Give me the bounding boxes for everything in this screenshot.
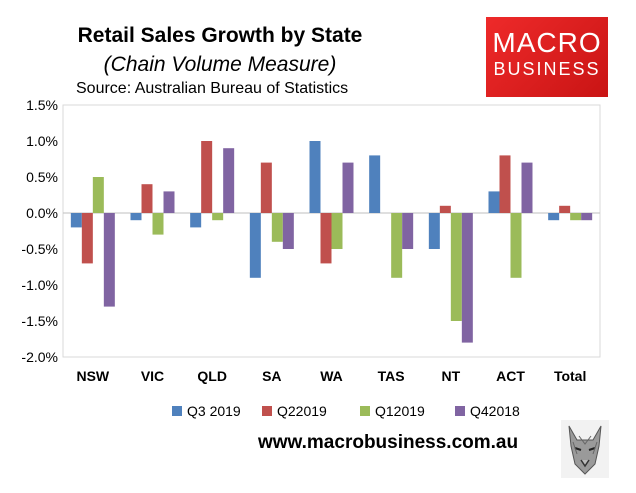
- bar: [521, 162, 533, 213]
- bar: [428, 213, 440, 249]
- bar: [163, 191, 175, 213]
- logo-line1: MACRO: [492, 27, 602, 58]
- macrobusiness-logo: MACRO BUSINESS: [486, 17, 608, 97]
- bar: [223, 148, 235, 213]
- y-tick-label: 1.0%: [26, 133, 58, 149]
- x-tick-label: VIC: [141, 368, 164, 384]
- x-tick-label: Total: [554, 368, 586, 384]
- bar: [201, 141, 213, 213]
- bar: [570, 213, 582, 221]
- bar: [103, 213, 115, 307]
- bar: [92, 177, 104, 213]
- plot-area: [62, 104, 601, 358]
- bar: [510, 213, 522, 278]
- bar: [439, 205, 451, 213]
- legend-label: Q42018: [470, 403, 520, 419]
- bar: [282, 213, 294, 249]
- bar: [450, 213, 462, 321]
- x-tick-label: NT: [441, 368, 460, 384]
- y-tick-label: -0.5%: [21, 241, 58, 257]
- x-tick-label: WA: [320, 368, 343, 384]
- y-tick-label: -1.0%: [21, 277, 58, 293]
- bar: [212, 213, 224, 221]
- legend-swatch: [360, 406, 370, 416]
- legend-label: Q12019: [375, 403, 425, 419]
- bar: [488, 191, 500, 213]
- bar: [81, 213, 93, 264]
- bar: [141, 184, 153, 213]
- y-tick-label: -2.0%: [21, 349, 58, 365]
- bar: [271, 213, 283, 242]
- x-tick-label: ACT: [496, 368, 525, 384]
- x-tick-label: SA: [262, 368, 281, 384]
- bar: [499, 155, 511, 213]
- chart-source: Source: Australian Bureau of Statistics: [76, 80, 349, 97]
- bar: [342, 162, 354, 213]
- legend-label: Q22019: [277, 403, 327, 419]
- legend-swatch: [262, 406, 272, 416]
- bar: [309, 141, 321, 213]
- bar: [130, 213, 142, 221]
- logo-line2: BUSINESS: [493, 59, 601, 79]
- chart-subtitle: (Chain Volume Measure): [103, 53, 337, 76]
- legend-swatch: [455, 406, 465, 416]
- y-tick-label: 0.0%: [26, 205, 58, 221]
- bar: [331, 213, 343, 249]
- wolf-icon: [561, 420, 609, 478]
- bar: [70, 213, 82, 228]
- x-tick-label: QLD: [197, 368, 227, 384]
- bar: [391, 213, 403, 278]
- bar: [402, 213, 414, 249]
- y-tick-label: 1.5%: [26, 97, 58, 113]
- legend-label: Q3 2019: [187, 403, 241, 419]
- chart-title: Retail Sales Growth by State: [77, 24, 363, 47]
- bar: [559, 205, 571, 213]
- website-url: www.macrobusiness.com.au: [258, 432, 519, 453]
- y-tick-label: 0.5%: [26, 169, 58, 185]
- legend-swatch: [172, 406, 182, 416]
- bar: [369, 155, 381, 213]
- bar: [190, 213, 202, 228]
- bar: [320, 213, 332, 264]
- x-tick-label: NSW: [76, 368, 109, 384]
- bar: [548, 213, 560, 221]
- bar: [461, 213, 473, 343]
- bar: [260, 162, 272, 213]
- bar: [152, 213, 164, 235]
- bar: [249, 213, 261, 278]
- y-tick-label: -1.5%: [21, 313, 58, 329]
- bar: [581, 213, 593, 221]
- x-tick-label: TAS: [378, 368, 405, 384]
